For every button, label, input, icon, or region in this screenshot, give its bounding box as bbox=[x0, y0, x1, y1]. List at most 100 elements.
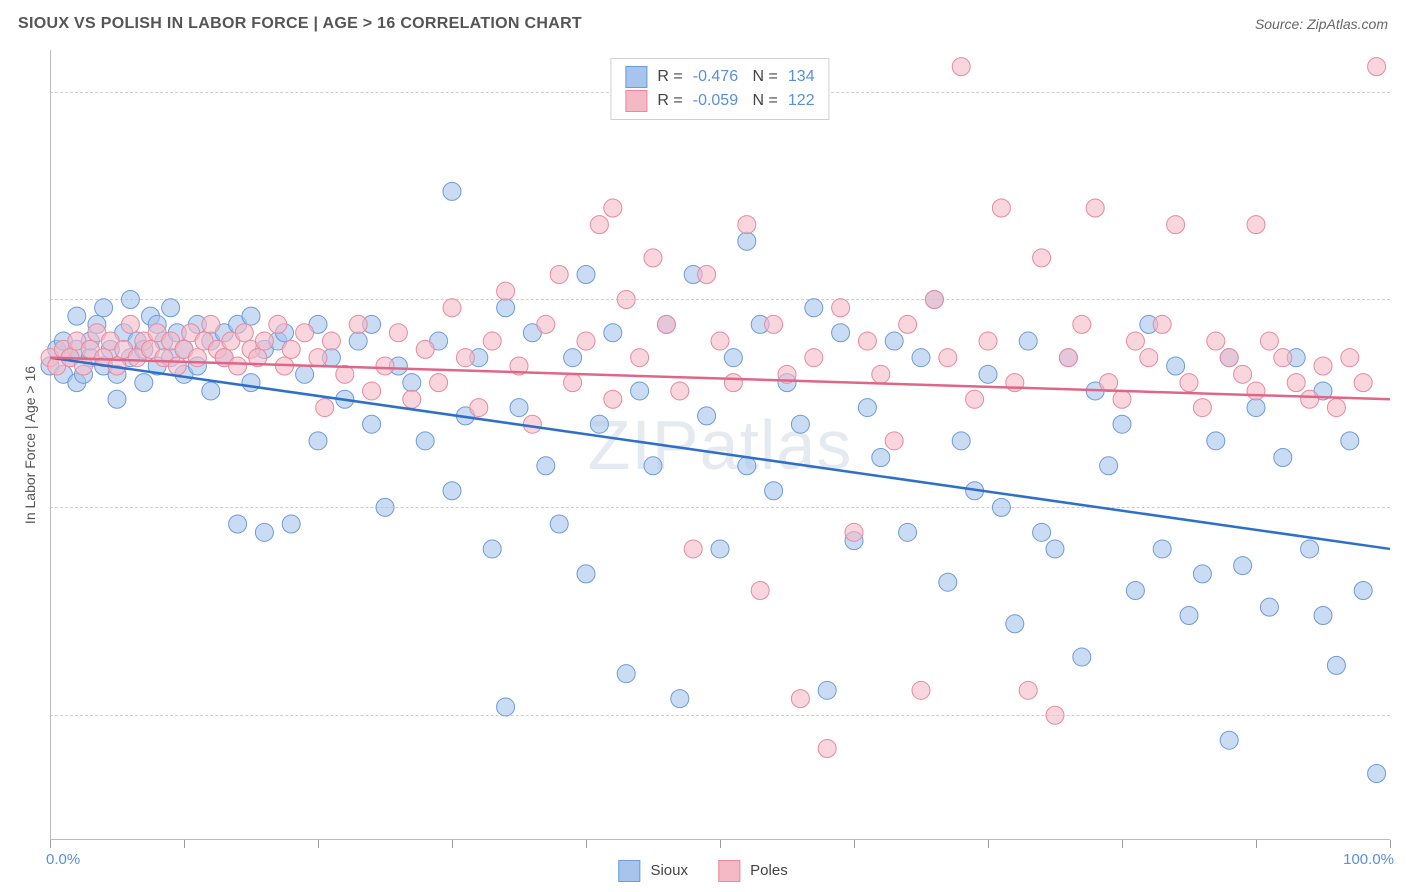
scatter-point bbox=[738, 216, 756, 234]
scatter-point bbox=[363, 382, 381, 400]
y-tick-label: 25.0% bbox=[1402, 707, 1406, 724]
scatter-point bbox=[1033, 523, 1051, 541]
scatter-point bbox=[376, 498, 394, 516]
scatter-point bbox=[1274, 448, 1292, 466]
scatter-point bbox=[899, 315, 917, 333]
legend-item-sioux: Sioux bbox=[618, 860, 688, 882]
scatter-point bbox=[577, 565, 595, 583]
scatter-point bbox=[1247, 382, 1265, 400]
scatter-point bbox=[1073, 315, 1091, 333]
scatter-point bbox=[564, 374, 582, 392]
scatter-point bbox=[1327, 656, 1345, 674]
scatter-point bbox=[1059, 349, 1077, 367]
scatter-point bbox=[1220, 349, 1238, 367]
x-tick bbox=[988, 840, 989, 848]
scatter-point bbox=[724, 349, 742, 367]
scatter-point bbox=[979, 332, 997, 350]
scatter-point bbox=[282, 515, 300, 533]
scatter-point bbox=[1368, 764, 1386, 782]
scatter-point bbox=[698, 407, 716, 425]
scatter-point bbox=[1234, 557, 1252, 575]
x-tick bbox=[586, 840, 587, 848]
legend-n-label: N = bbox=[748, 68, 778, 86]
scatter-point bbox=[1033, 249, 1051, 267]
scatter-point bbox=[188, 349, 206, 367]
y-tick-label: 100.0% bbox=[1402, 83, 1406, 100]
scatter-point bbox=[1167, 216, 1185, 234]
scatter-point bbox=[1247, 216, 1265, 234]
legend-label-poles: Poles bbox=[750, 862, 788, 879]
scatter-point bbox=[711, 332, 729, 350]
scatter-point bbox=[95, 299, 113, 317]
scatter-point bbox=[296, 324, 314, 342]
scatter-point bbox=[483, 540, 501, 558]
scatter-point bbox=[1113, 390, 1131, 408]
scatter-point bbox=[1354, 582, 1372, 600]
scatter-point bbox=[68, 307, 86, 325]
scatter-point bbox=[684, 540, 702, 558]
scatter-point bbox=[242, 307, 260, 325]
scatter-point bbox=[1193, 565, 1211, 583]
scatter-point bbox=[1234, 365, 1252, 383]
legend-poles-r: -0.059 bbox=[693, 92, 738, 110]
scatter-point bbox=[832, 324, 850, 342]
x-tick bbox=[720, 840, 721, 848]
scatter-point bbox=[1301, 540, 1319, 558]
legend-poles-n: 122 bbox=[788, 92, 815, 110]
scatter-point bbox=[1086, 199, 1104, 217]
scatter-point bbox=[832, 299, 850, 317]
legend-row-sioux: R = -0.476 N = 134 bbox=[625, 65, 814, 89]
scatter-point bbox=[309, 432, 327, 450]
scatter-point bbox=[497, 299, 515, 317]
scatter-point bbox=[162, 299, 180, 317]
scatter-point bbox=[872, 365, 890, 383]
scatter-point bbox=[235, 324, 253, 342]
scatter-point bbox=[885, 432, 903, 450]
scatter-point bbox=[1220, 731, 1238, 749]
scatter-point bbox=[738, 232, 756, 250]
chart-title: SIOUX VS POLISH IN LABOR FORCE | AGE > 1… bbox=[18, 15, 582, 33]
scatter-point bbox=[631, 382, 649, 400]
scatter-point bbox=[1006, 615, 1024, 633]
scatter-point bbox=[939, 349, 957, 367]
scatter-point bbox=[577, 332, 595, 350]
scatter-point bbox=[631, 349, 649, 367]
scatter-point bbox=[309, 349, 327, 367]
scatter-point bbox=[537, 315, 555, 333]
scatter-point bbox=[1046, 706, 1064, 724]
scatter-point bbox=[617, 290, 635, 308]
scatter-point bbox=[858, 399, 876, 417]
scatter-point bbox=[456, 349, 474, 367]
scatter-point bbox=[1314, 606, 1332, 624]
legend-item-poles: Poles bbox=[718, 860, 788, 882]
scatter-point bbox=[389, 324, 407, 342]
scatter-point bbox=[671, 690, 689, 708]
scatter-point bbox=[349, 315, 367, 333]
scatter-point bbox=[121, 315, 139, 333]
x-axis-end-label: 100.0% bbox=[1343, 851, 1394, 868]
scatter-point bbox=[711, 540, 729, 558]
scatter-point bbox=[1046, 540, 1064, 558]
scatter-point bbox=[229, 357, 247, 375]
scatter-point bbox=[992, 199, 1010, 217]
scatter-point bbox=[939, 573, 957, 591]
scatter-point bbox=[1153, 315, 1171, 333]
scatter-point bbox=[885, 332, 903, 350]
scatter-point bbox=[1314, 357, 1332, 375]
scatter-point bbox=[1113, 415, 1131, 433]
scatter-point bbox=[671, 382, 689, 400]
scatter-point bbox=[617, 665, 635, 683]
scatter-point bbox=[1247, 399, 1265, 417]
scatter-point bbox=[590, 216, 608, 234]
scatter-point bbox=[135, 374, 153, 392]
scatter-point bbox=[376, 357, 394, 375]
scatter-point bbox=[282, 340, 300, 358]
scatter-point bbox=[1019, 681, 1037, 699]
x-tick bbox=[1256, 840, 1257, 848]
scatter-point bbox=[858, 332, 876, 350]
scatter-point bbox=[443, 182, 461, 200]
scatter-point bbox=[1167, 357, 1185, 375]
scatter-point bbox=[550, 515, 568, 533]
x-tick bbox=[1390, 840, 1391, 848]
scatter-point bbox=[416, 340, 434, 358]
